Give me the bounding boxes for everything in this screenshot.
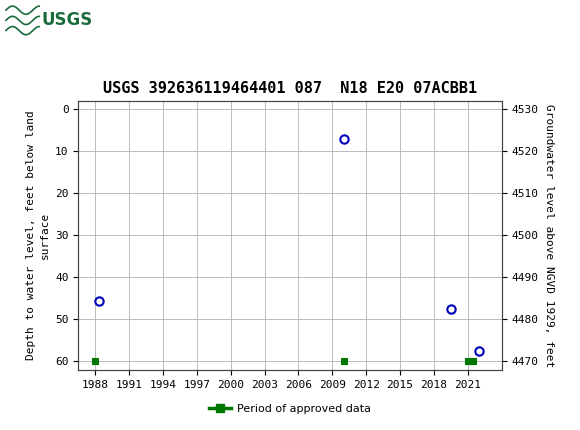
Legend: Period of approved data: Period of approved data: [205, 399, 375, 418]
Y-axis label: Depth to water level, feet below land
surface: Depth to water level, feet below land su…: [26, 111, 49, 360]
Y-axis label: Groundwater level above NGVD 1929, feet: Groundwater level above NGVD 1929, feet: [544, 104, 554, 367]
Text: USGS: USGS: [41, 12, 92, 29]
Title: USGS 392636119464401 087  N18 E20 07ACBB1: USGS 392636119464401 087 N18 E20 07ACBB1: [103, 81, 477, 96]
Bar: [5, 4, 95, 37]
